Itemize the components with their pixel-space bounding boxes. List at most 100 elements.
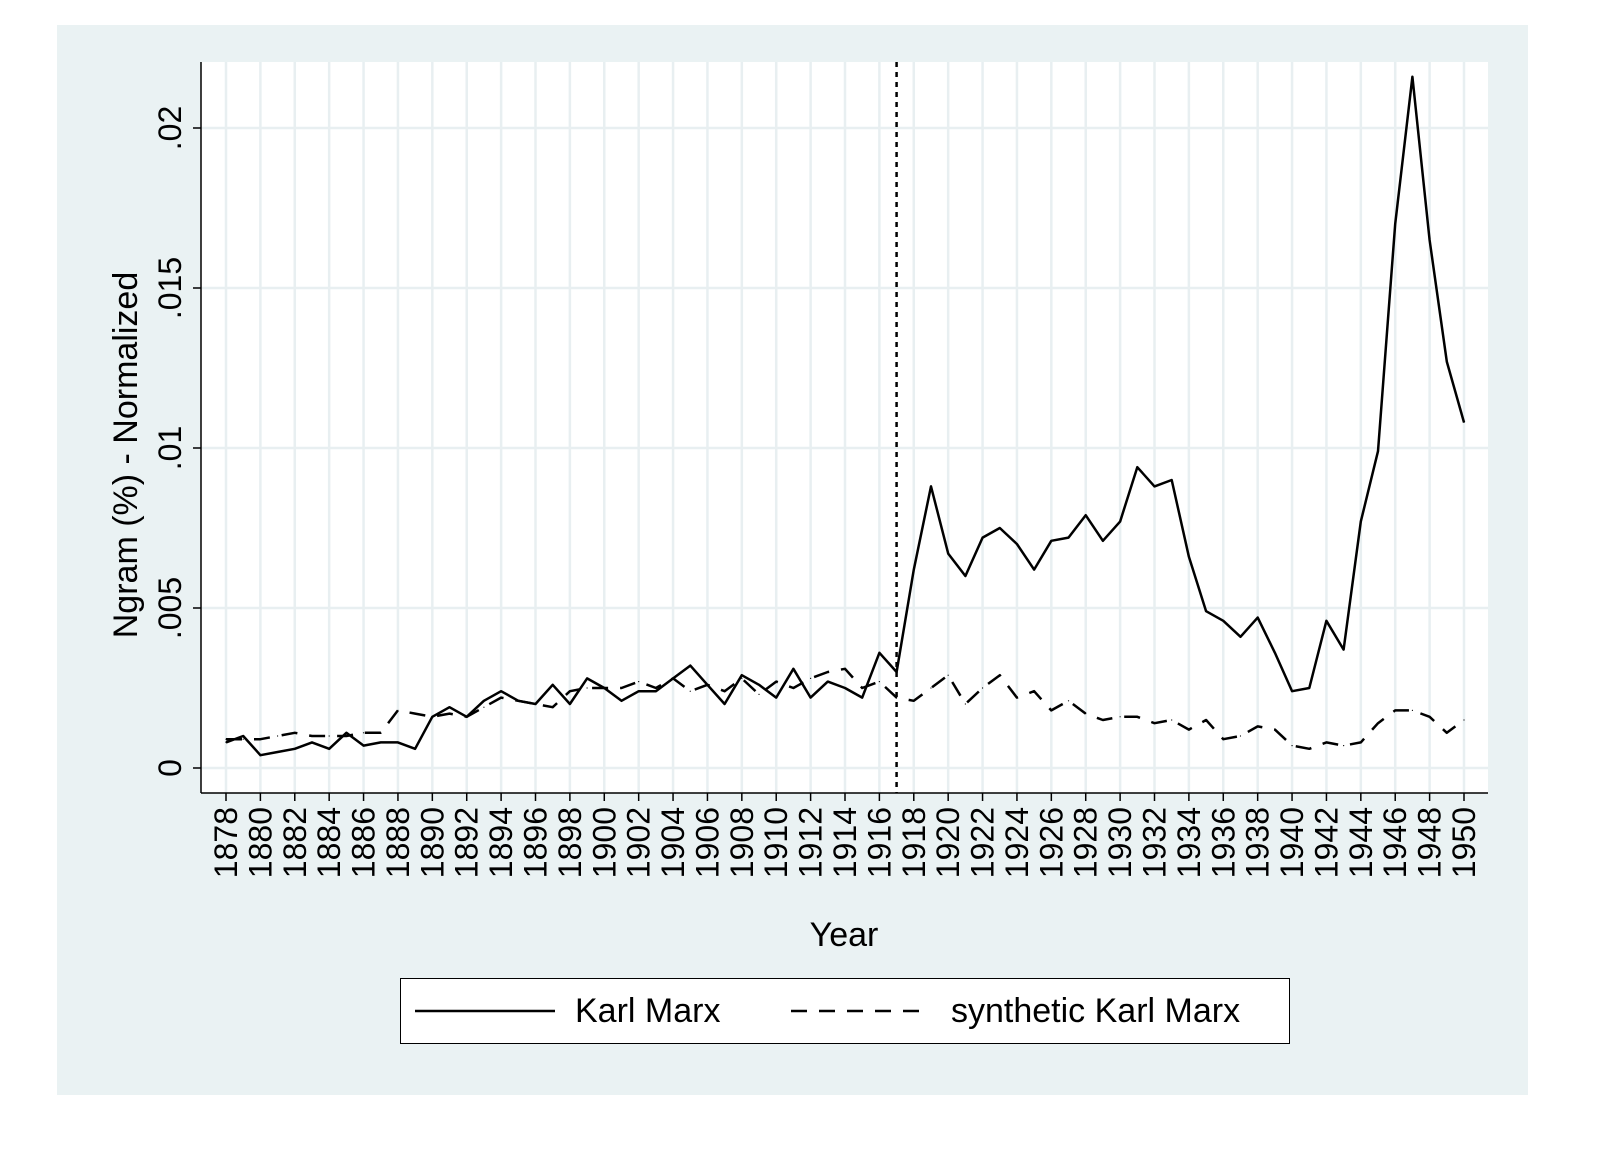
data-point-karl-marx: [1325, 620, 1328, 622]
data-point-synthetic-karl-marx: [448, 713, 451, 715]
x-tick-label: 1906: [689, 807, 725, 878]
data-point-synthetic-karl-marx: [947, 674, 949, 676]
data-point-karl-marx: [1308, 687, 1310, 689]
x-tick-label: 1930: [1102, 807, 1138, 878]
data-point-karl-marx: [741, 674, 743, 676]
legend-label-synthetic-karl-marx: synthetic Karl Marx: [951, 991, 1241, 1030]
data-point-karl-marx: [827, 681, 829, 683]
data-point-synthetic-karl-marx: [1119, 716, 1121, 718]
x-tick-label: 1948: [1412, 807, 1448, 878]
x-tick-label: 1896: [518, 807, 554, 878]
data-point-synthetic-karl-marx: [276, 735, 279, 737]
data-point-karl-marx: [861, 697, 863, 699]
data-point-synthetic-karl-marx: [638, 681, 640, 683]
data-point-karl-marx: [483, 700, 485, 702]
x-tick-label: 1928: [1068, 807, 1104, 878]
data-point-karl-marx: [1394, 223, 1396, 225]
series-layer: [225, 75, 1466, 757]
data-point-synthetic-karl-marx: [792, 687, 795, 689]
data-point-synthetic-karl-marx: [1205, 719, 1207, 721]
data-point-karl-marx: [1171, 479, 1173, 481]
x-tick-label: 1924: [999, 807, 1035, 878]
data-point-karl-marx: [1446, 361, 1448, 363]
data-point-synthetic-karl-marx: [878, 681, 880, 683]
data-point-karl-marx: [620, 700, 623, 702]
chart-frame: 0 .005 .01 .015 .02 1878 1880 1882 1884 1886 1888…: [57, 25, 1528, 1095]
x-tick-label: 1910: [758, 807, 794, 878]
data-point-synthetic-karl-marx: [1446, 732, 1448, 734]
data-point-synthetic-karl-marx: [724, 690, 726, 692]
data-point-synthetic-karl-marx: [1394, 709, 1396, 712]
x-tick-label: 1950: [1446, 807, 1482, 878]
data-point-synthetic-karl-marx: [225, 738, 227, 740]
x-tick-label: 1898: [552, 807, 588, 878]
data-point-karl-marx: [345, 732, 347, 734]
data-point-synthetic-karl-marx: [466, 716, 468, 718]
data-point-synthetic-karl-marx: [552, 706, 554, 708]
data-point-synthetic-karl-marx: [414, 713, 416, 715]
data-point-karl-marx: [1429, 239, 1431, 241]
data-point-synthetic-karl-marx: [1016, 697, 1018, 699]
data-point-karl-marx: [689, 665, 691, 667]
y-axis-label: Ngram (%) - Normalized: [107, 272, 145, 639]
data-point-synthetic-karl-marx: [1325, 741, 1328, 744]
x-tick-label: 1916: [861, 807, 897, 878]
x-tick-label: 1922: [965, 807, 1001, 878]
x-tick-label: 1892: [449, 807, 485, 878]
y-tick-label: .015: [152, 257, 188, 319]
y-tick-label: 0: [152, 759, 188, 777]
data-point-synthetic-karl-marx: [397, 709, 399, 712]
x-tick-label: 1914: [827, 807, 863, 878]
data-point-karl-marx: [294, 748, 296, 750]
data-point-karl-marx: [964, 575, 966, 577]
data-point-karl-marx: [792, 668, 795, 670]
x-axis-ticks: 1878188018821884188618881890189218941896…: [208, 793, 1482, 878]
data-point-synthetic-karl-marx: [569, 690, 571, 692]
data-point-karl-marx: [1463, 421, 1465, 423]
data-point-karl-marx: [1188, 556, 1190, 558]
data-point-synthetic-karl-marx: [620, 687, 623, 689]
data-point-synthetic-karl-marx: [655, 687, 657, 689]
y-tick-label: .02: [152, 106, 188, 150]
data-point-karl-marx: [758, 684, 760, 686]
data-point-karl-marx: [724, 703, 726, 705]
legend-item-synthetic-karl-marx: synthetic Karl Marx: [791, 979, 1240, 1043]
data-point-synthetic-karl-marx: [242, 738, 244, 740]
data-point-synthetic-karl-marx: [775, 681, 777, 683]
x-tick-label: 1912: [793, 807, 829, 878]
data-point-synthetic-karl-marx: [1274, 729, 1276, 731]
data-point-karl-marx: [655, 690, 657, 692]
x-tick-label: 1884: [311, 807, 347, 878]
data-point-karl-marx: [259, 754, 261, 756]
data-point-synthetic-karl-marx: [672, 677, 674, 680]
x-tick-label: 1904: [655, 807, 691, 878]
x-tick-label: 1878: [208, 807, 244, 878]
data-point-synthetic-karl-marx: [534, 703, 537, 705]
x-tick-label: 1894: [483, 807, 519, 878]
data-point-karl-marx: [1136, 466, 1138, 468]
data-point-synthetic-karl-marx: [1257, 725, 1259, 728]
line-chart: 0 .005 .01 .015 .02 187818801882188418861888…: [107, 62, 1488, 954]
data-point-karl-marx: [380, 741, 382, 744]
data-point-synthetic-karl-marx: [500, 697, 502, 699]
data-point-synthetic-karl-marx: [1429, 716, 1431, 718]
x-tick-label: 1900: [586, 807, 622, 878]
data-point-synthetic-karl-marx: [1102, 719, 1104, 721]
x-tick-label: 1908: [724, 807, 760, 878]
legend-swatch-dashed: [791, 1009, 931, 1013]
x-tick-label: 1902: [621, 807, 657, 878]
x-tick-label: 1890: [414, 807, 450, 878]
data-point-karl-marx: [500, 690, 502, 692]
data-point-synthetic-karl-marx: [1222, 738, 1224, 740]
data-point-karl-marx: [1360, 521, 1362, 523]
data-point-karl-marx: [638, 690, 640, 692]
data-point-karl-marx: [1239, 636, 1242, 638]
data-point-karl-marx: [1291, 690, 1293, 692]
data-point-synthetic-karl-marx: [981, 687, 984, 689]
data-point-synthetic-karl-marx: [1291, 745, 1293, 747]
data-point-synthetic-karl-marx: [758, 693, 760, 696]
data-point-synthetic-karl-marx: [345, 735, 347, 737]
x-tick-label: 1888: [380, 807, 416, 878]
data-point-karl-marx: [947, 553, 949, 555]
data-point-karl-marx: [913, 569, 915, 571]
